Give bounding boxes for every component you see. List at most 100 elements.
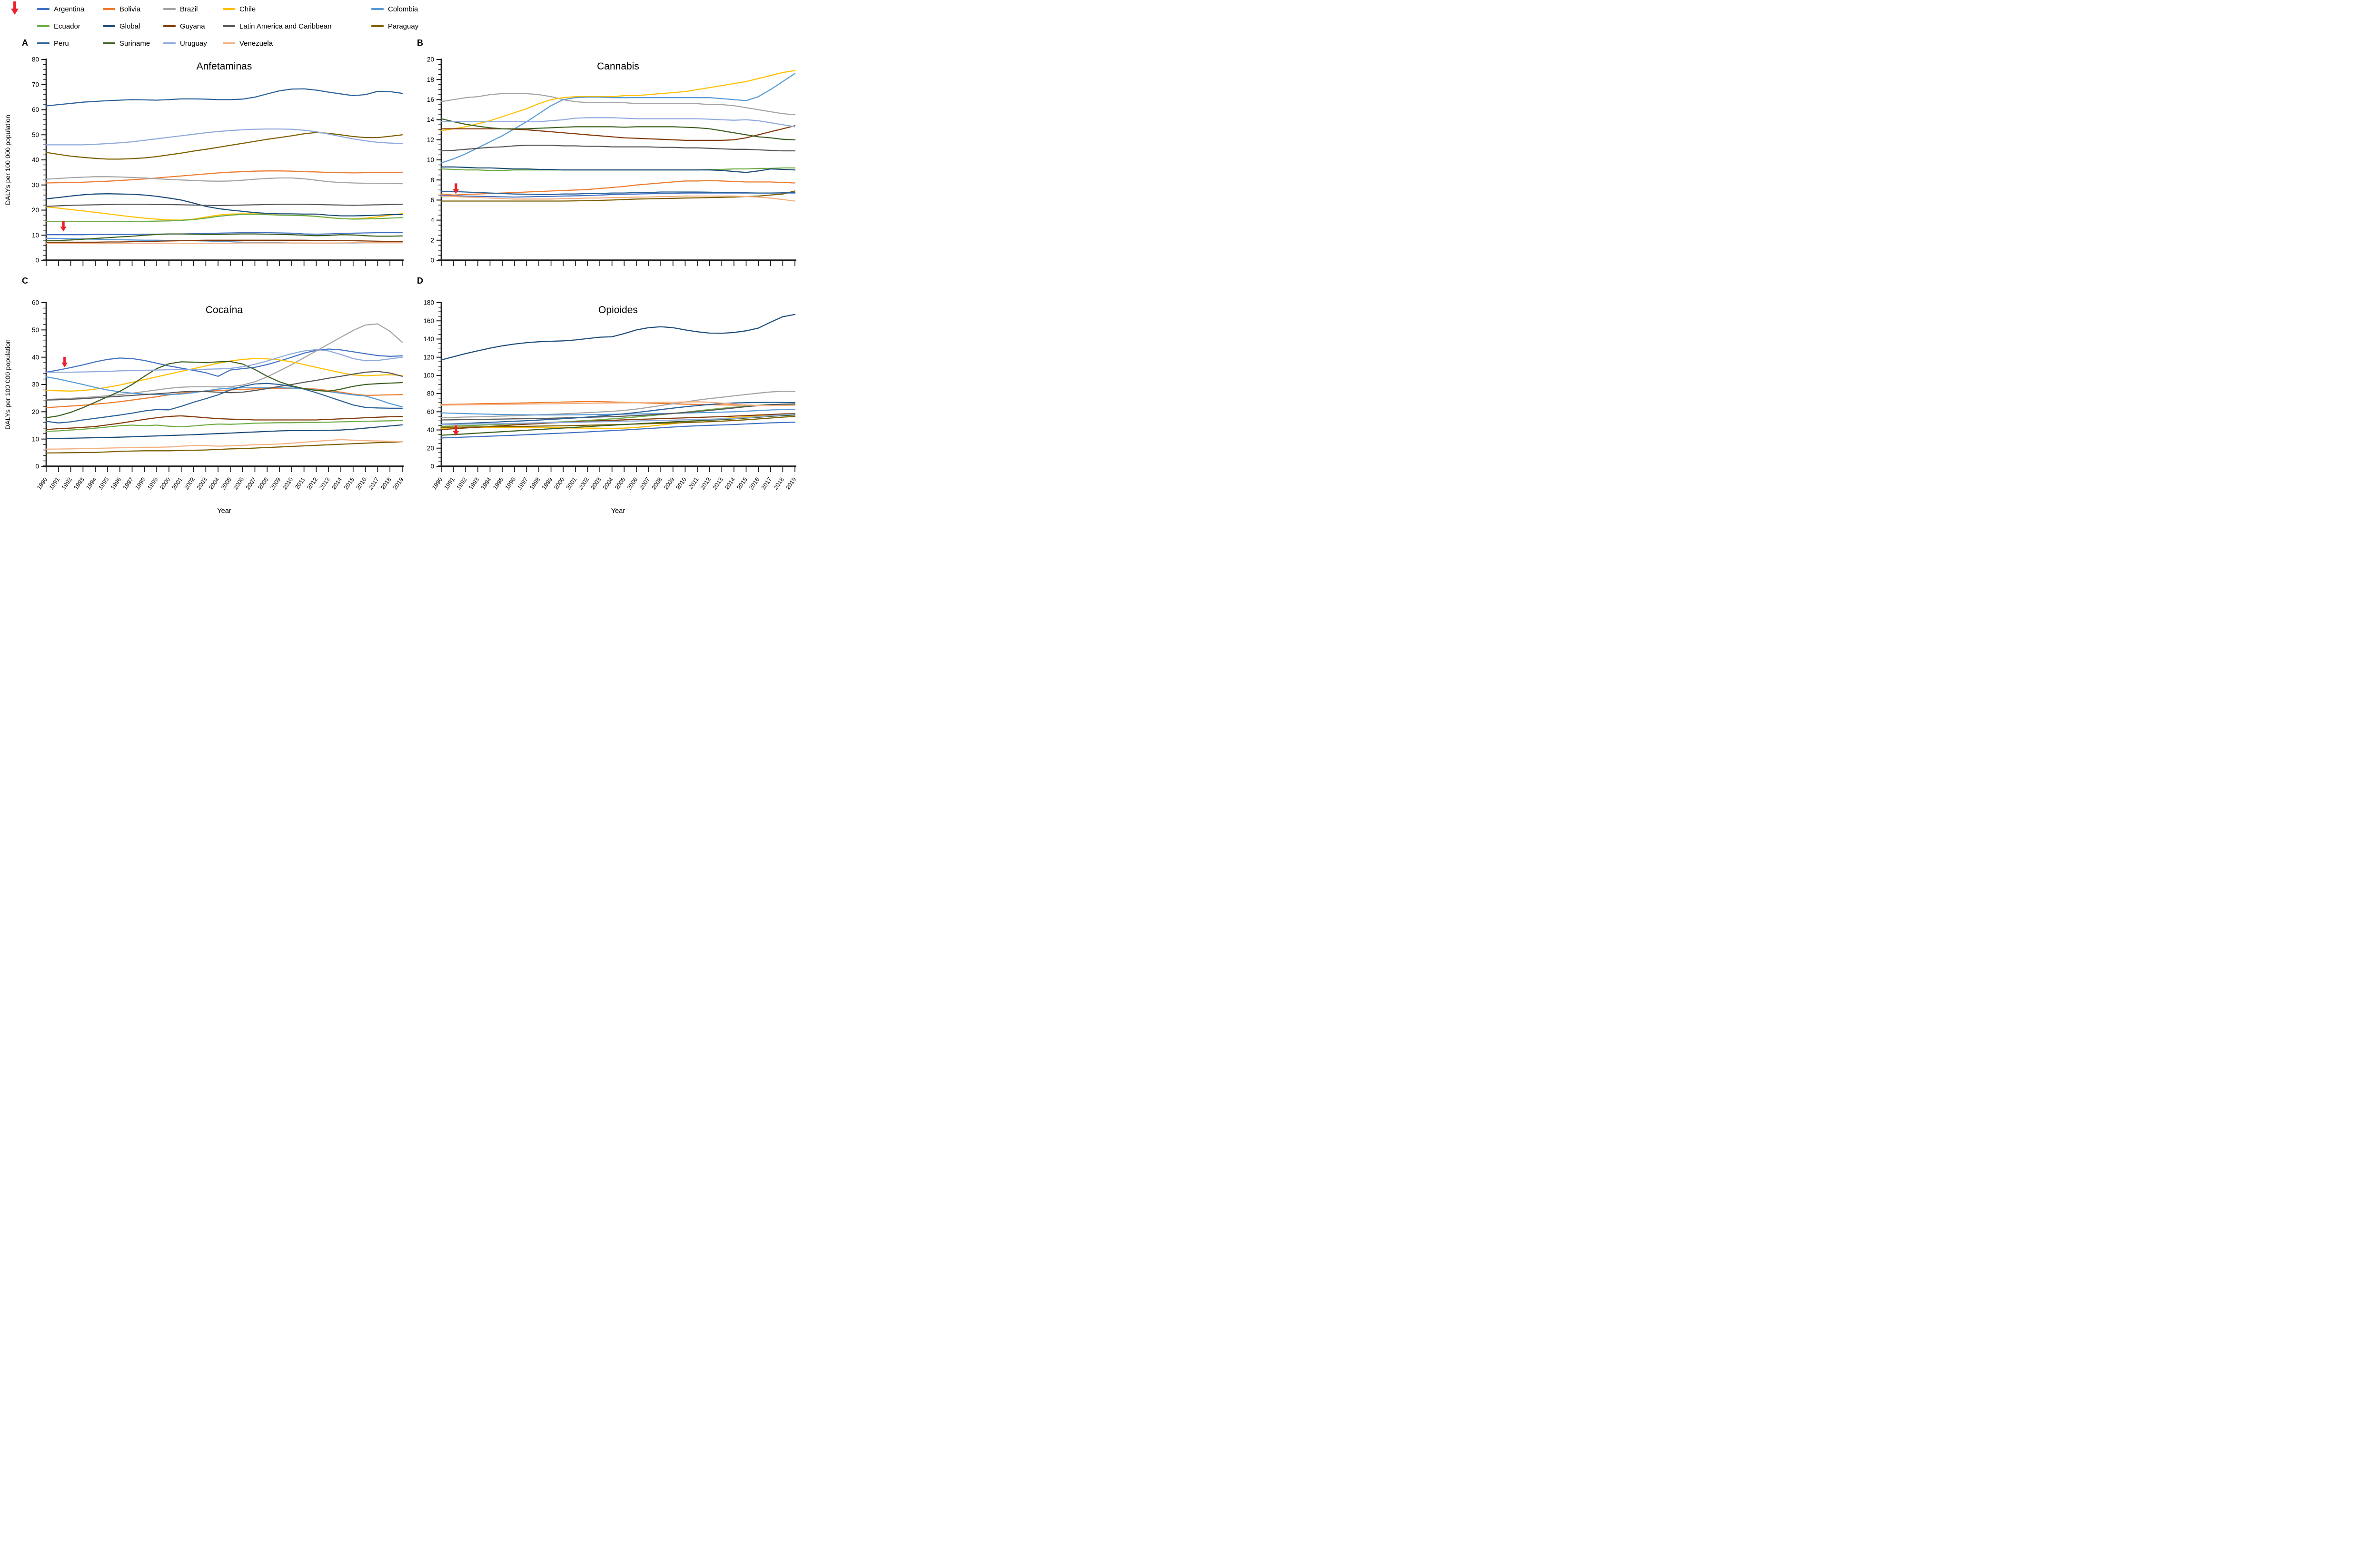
x-tick-label: 2017 bbox=[367, 476, 380, 491]
x-tick-label: 2019 bbox=[784, 476, 797, 491]
legend-item-chile: Chile bbox=[223, 4, 256, 14]
x-tick-label: 2009 bbox=[663, 476, 675, 491]
y-tick-label: 50 bbox=[32, 326, 39, 334]
legend-item-bolivia: Bolivia bbox=[103, 4, 140, 14]
panel-letter-d: D bbox=[417, 276, 423, 286]
panel-d: 0 20 40 60 80 100 120 140 160 180 1990199119921993… bbox=[423, 299, 797, 491]
legend-swatch bbox=[371, 25, 384, 27]
series-line-venezuela bbox=[440, 195, 796, 202]
y-tick-label: 20 bbox=[427, 56, 434, 63]
x-tick-label: 1995 bbox=[492, 476, 505, 491]
y-axis-label-top: DALYs per 100 000 population bbox=[4, 115, 11, 205]
legend-swatch bbox=[37, 8, 50, 10]
legend-swatch bbox=[163, 42, 176, 44]
legend-swatch bbox=[223, 8, 235, 10]
panel-letter-a: A bbox=[22, 38, 28, 48]
x-tick-label: 2004 bbox=[602, 476, 615, 491]
series-line-guyana bbox=[440, 413, 796, 430]
x-tick-label: 2011 bbox=[294, 476, 307, 491]
figure: 0 10 20 30 40 50 60 70 80 0 2 4 6 8 10 12 14 16 18 20 0 10 20 3… bbox=[0, 0, 800, 522]
series-line-latin-america-and-caribbean bbox=[45, 371, 403, 401]
x-tick-label: 2003 bbox=[589, 476, 602, 491]
panel-c: 0102030405060199019911992199319941995199… bbox=[32, 299, 405, 491]
legend-label: Argentina bbox=[54, 5, 85, 13]
legend-label: Paraguay bbox=[388, 22, 419, 30]
y-tick-label: 40 bbox=[32, 157, 39, 164]
series-line-ecuador bbox=[440, 404, 796, 427]
legend-item-uruguay: Uruguay bbox=[163, 38, 207, 49]
y-tick-label: 100 bbox=[423, 372, 434, 379]
y-tick-label: 18 bbox=[427, 76, 434, 83]
x-tick-label: 2007 bbox=[245, 476, 258, 491]
y-tick-label: 40 bbox=[32, 354, 39, 361]
legend-item-venezuela: Venezuela bbox=[223, 38, 273, 49]
x-tick-label: 1998 bbox=[134, 476, 147, 491]
legend-item-ecuador: Ecuador bbox=[37, 21, 80, 31]
x-tick-label: 1993 bbox=[72, 476, 85, 491]
y-tick-label: 20 bbox=[32, 207, 39, 214]
series-line-ecuador bbox=[45, 214, 403, 222]
x-tick-label: 2016 bbox=[748, 476, 761, 491]
x-tick-label: 2001 bbox=[171, 476, 184, 491]
y-tick-label: 0 bbox=[35, 257, 39, 264]
panel-a: 0 10 20 30 40 50 60 70 80 bbox=[32, 56, 404, 266]
x-tick-label: 2007 bbox=[638, 476, 651, 491]
x-tick-label: 2000 bbox=[159, 476, 171, 491]
y-tick-label: 10 bbox=[32, 435, 39, 443]
panel-letter-b: B bbox=[417, 38, 423, 48]
legend-label: Brazil bbox=[180, 5, 198, 13]
x-tick-label: 2008 bbox=[257, 476, 269, 491]
series-line-bolivia bbox=[45, 170, 403, 184]
legend-label: Suriname bbox=[119, 39, 150, 48]
series-line-bolivia bbox=[440, 401, 796, 406]
y-tick-label: 180 bbox=[423, 299, 434, 306]
legend-label: Chile bbox=[239, 5, 256, 13]
y-tick-label: 20 bbox=[427, 444, 434, 452]
x-tick-label: 2010 bbox=[281, 476, 294, 491]
x-tick-label: 1999 bbox=[146, 476, 159, 491]
series-line-global bbox=[440, 166, 796, 173]
panel-title-cannabis: Cannabis bbox=[597, 61, 639, 72]
x-tick-label: 2019 bbox=[392, 476, 405, 491]
legend-red-arrow-icon bbox=[11, 1, 19, 15]
series-line-colombia bbox=[440, 73, 796, 164]
y-tick-label: 10 bbox=[427, 157, 434, 164]
x-tick-label: 2012 bbox=[306, 476, 318, 491]
x-tick-label: 2005 bbox=[220, 476, 233, 491]
x-tick-label: 2009 bbox=[269, 476, 282, 491]
x-tick-label: 2014 bbox=[724, 476, 736, 491]
y-tick-label: 50 bbox=[32, 131, 39, 138]
legend-swatch bbox=[37, 25, 50, 27]
x-tick-label: 2017 bbox=[760, 476, 773, 491]
legend-label: Ecuador bbox=[54, 22, 80, 30]
legend-swatch bbox=[103, 25, 115, 27]
y-tick-label: 16 bbox=[427, 96, 434, 103]
series-line-venezuela bbox=[440, 401, 796, 406]
series-line-colombia bbox=[45, 376, 403, 408]
legend-label: Venezuela bbox=[239, 39, 273, 48]
y-tick-label: 60 bbox=[32, 299, 39, 306]
series-line-paraguay bbox=[45, 441, 403, 454]
legend-label: Guyana bbox=[180, 22, 205, 30]
panel-title-opioides: Opioides bbox=[598, 305, 638, 315]
legend-item-global: Global bbox=[103, 21, 140, 31]
series-line-latin-america-and-caribbean bbox=[440, 403, 796, 421]
series-line-uruguay bbox=[440, 413, 796, 425]
x-tick-label: 2005 bbox=[614, 476, 626, 491]
y-tick-label: 4 bbox=[430, 217, 434, 224]
legend-item-guyana: Guyana bbox=[163, 21, 205, 31]
x-tick-label: 2015 bbox=[736, 476, 749, 491]
legend-item-brazil: Brazil bbox=[163, 4, 198, 14]
series-line-chile bbox=[440, 414, 796, 429]
x-tick-label: 1999 bbox=[541, 476, 554, 491]
y-tick-label: 40 bbox=[427, 426, 434, 434]
y-tick-label: 2 bbox=[430, 237, 434, 244]
series-line-uruguay bbox=[440, 117, 796, 128]
annotation-red-arrow bbox=[453, 183, 459, 194]
series-line-latin-america-and-caribbean bbox=[45, 204, 403, 207]
y-tick-label: 140 bbox=[423, 335, 434, 343]
series-line-chile bbox=[440, 70, 796, 131]
x-tick-label: 1996 bbox=[109, 476, 122, 491]
x-tick-label: 2004 bbox=[208, 476, 220, 491]
x-tick-label: 2003 bbox=[195, 476, 208, 491]
